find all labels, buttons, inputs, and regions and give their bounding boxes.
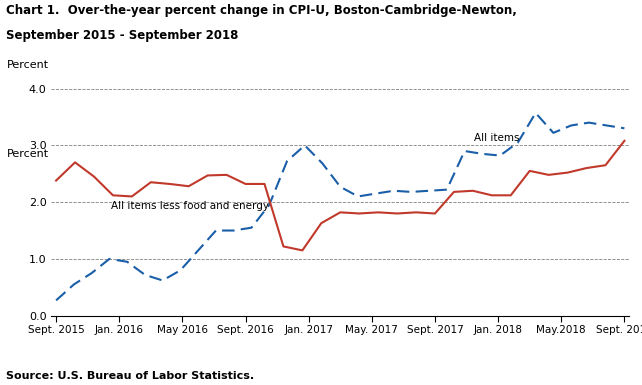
Text: September 2015 - September 2018: September 2015 - September 2018	[6, 29, 239, 42]
Text: Source: U.S. Bureau of Labor Statistics.: Source: U.S. Bureau of Labor Statistics.	[6, 371, 254, 381]
Text: Percent: Percent	[6, 149, 49, 159]
Text: All items: All items	[474, 133, 520, 143]
Text: All items less food and energy: All items less food and energy	[111, 201, 270, 211]
Text: Chart 1.  Over-the-year percent change in CPI-U, Boston-Cambridge-Newton,: Chart 1. Over-the-year percent change in…	[6, 4, 517, 17]
Text: Percent: Percent	[6, 60, 49, 70]
